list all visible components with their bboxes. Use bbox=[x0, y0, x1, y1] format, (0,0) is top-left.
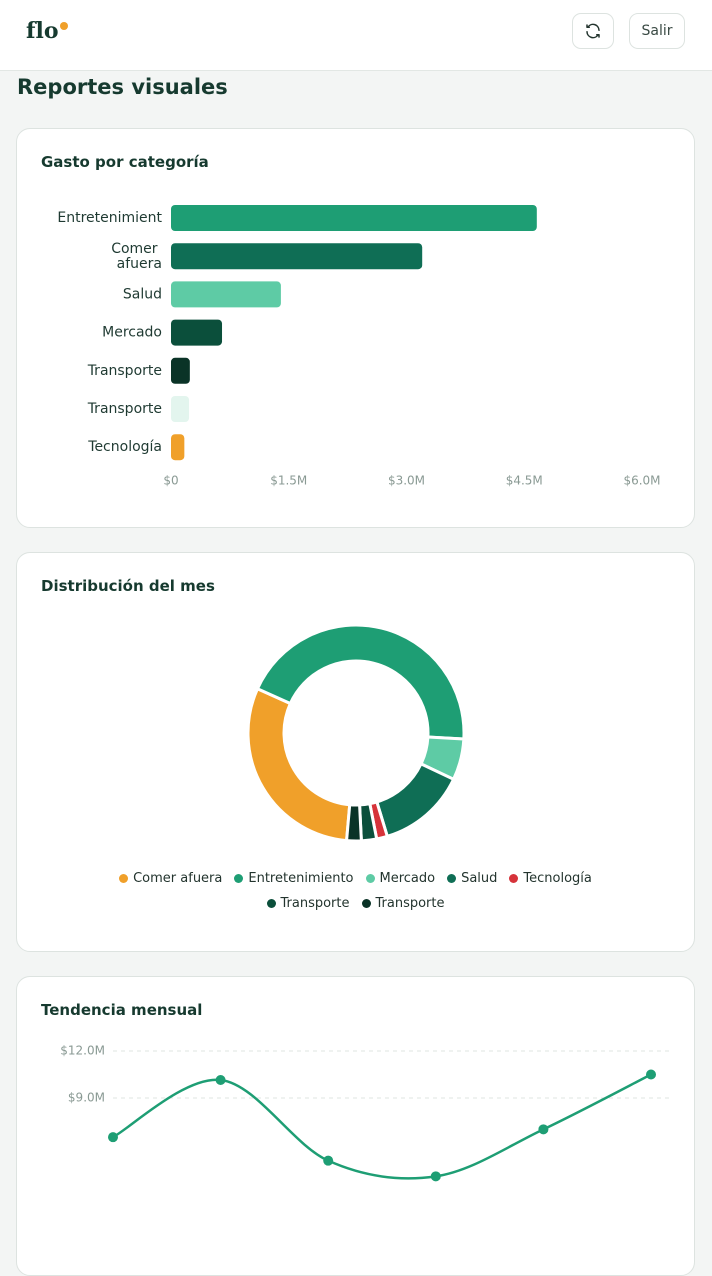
bar bbox=[171, 357, 190, 384]
y-tick-label: $9.0M bbox=[68, 1091, 105, 1105]
y-tick-label: Transporte bbox=[87, 363, 162, 379]
legend-item[interactable]: Salud bbox=[447, 871, 497, 886]
legend: Comer afuera Entretenimiento Mercado Salud T… bbox=[72, 871, 639, 911]
logo[interactable]: flo bbox=[26, 18, 59, 44]
legend-label: Mercado bbox=[379, 871, 436, 886]
x-tick-label: $3.0M bbox=[388, 474, 425, 488]
legend-swatch bbox=[119, 874, 129, 883]
point bbox=[646, 1069, 656, 1080]
bar bbox=[171, 396, 190, 422]
bar-chart: Entretenimient Comer afuera Salud Mercado Tr… bbox=[57, 205, 661, 488]
bar bbox=[171, 434, 185, 461]
card-title: Gasto por categoría bbox=[41, 153, 209, 171]
bar bbox=[171, 205, 537, 231]
point bbox=[215, 1074, 226, 1085]
donut-card: Distribución del mes Comer afuera Entrete… bbox=[16, 552, 695, 952]
x-tick-label: $1.5M bbox=[270, 474, 307, 488]
line-chart: $9.0M $12.0M bbox=[60, 1044, 673, 1182]
donut-slice bbox=[246, 686, 352, 843]
donut-slice bbox=[374, 761, 456, 839]
refresh-icon bbox=[586, 23, 600, 39]
y-tick-label: Mercado bbox=[102, 325, 162, 341]
legend-swatch bbox=[365, 874, 375, 883]
x-tick-label: $6.0M bbox=[623, 474, 660, 488]
y-tick-label: Entretenimient bbox=[57, 210, 162, 226]
card-title: Distribución del mes bbox=[41, 577, 215, 595]
legend-item[interactable]: Transporte bbox=[266, 896, 350, 911]
legend-item[interactable]: Mercado bbox=[365, 871, 436, 886]
legend-label: Entretenimiento bbox=[248, 871, 354, 886]
donut-slice bbox=[255, 623, 466, 741]
bar bbox=[171, 243, 423, 270]
x-tick-label: $0 bbox=[163, 474, 178, 488]
legend-item[interactable]: Comer afuera bbox=[119, 871, 222, 886]
y-tick-label: Comer afuera bbox=[111, 241, 162, 272]
legend-item[interactable]: Tecnología bbox=[509, 871, 592, 886]
legend-swatch bbox=[361, 899, 371, 908]
card-title: Tendencia mensual bbox=[41, 1001, 203, 1019]
donut-slice bbox=[344, 803, 363, 843]
bar bbox=[171, 281, 281, 308]
legend-label: Transporte bbox=[280, 896, 350, 911]
legend-swatch bbox=[447, 874, 457, 883]
point bbox=[108, 1132, 118, 1143]
legend-swatch bbox=[266, 899, 276, 908]
refresh-button[interactable] bbox=[572, 13, 614, 49]
point bbox=[323, 1155, 334, 1166]
x-tick-label: $4.5M bbox=[506, 474, 543, 488]
legend-label: Salud bbox=[461, 871, 498, 886]
legend-label: Comer afuera bbox=[133, 871, 223, 886]
point bbox=[430, 1171, 441, 1182]
line bbox=[112, 1073, 652, 1180]
legend-item[interactable]: Transporte bbox=[361, 896, 445, 911]
legend-item[interactable]: Entretenimiento bbox=[234, 871, 354, 886]
legend-swatch bbox=[234, 874, 244, 883]
legend-label: Transporte bbox=[375, 896, 445, 911]
point bbox=[538, 1124, 549, 1135]
bar-card: Entretenimient Comer afuera Salud Mercado Tr… bbox=[16, 128, 695, 528]
logout-button[interactable]: Salir bbox=[629, 13, 685, 49]
bar bbox=[171, 319, 223, 346]
legend-label: Tecnología bbox=[523, 871, 592, 886]
y-tick-label: $12.0M bbox=[60, 1044, 105, 1058]
line-card: $9.0M $12.0M Tendencia mensual bbox=[16, 976, 695, 1276]
donut-chart bbox=[246, 623, 466, 843]
page-title: Reportes visuales bbox=[17, 75, 228, 99]
y-tick-label: Salud bbox=[123, 286, 162, 302]
legend-swatch bbox=[509, 874, 519, 883]
y-tick-label: Tecnología bbox=[87, 439, 162, 455]
logo-dot bbox=[60, 22, 68, 30]
y-tick-label: Transporte bbox=[87, 401, 162, 417]
header: flo Salir bbox=[0, 0, 712, 71]
